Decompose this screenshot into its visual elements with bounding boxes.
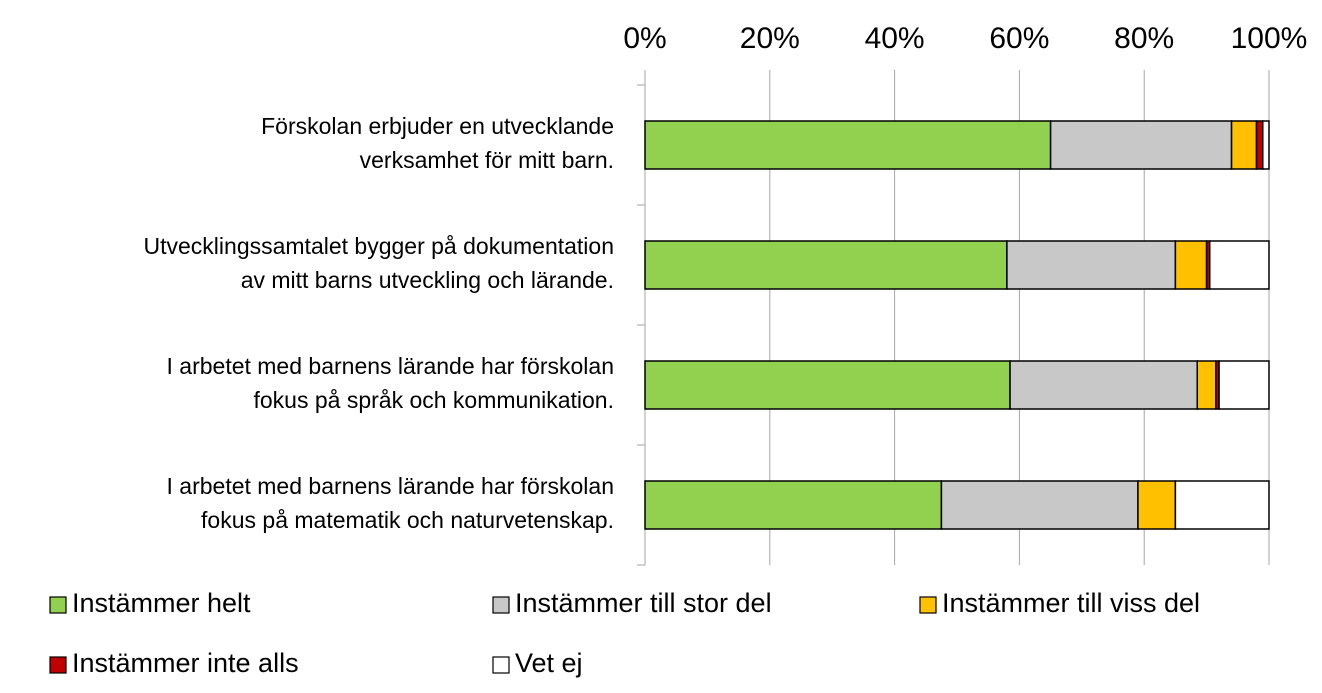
x-tick-label: 0% xyxy=(623,22,666,55)
y-tick-label: I arbetet med barnens lärande har försko… xyxy=(167,473,615,533)
bar-segment xyxy=(644,480,943,530)
bar-segment xyxy=(1006,240,1177,290)
bar-segment xyxy=(644,360,1011,410)
bar-segment xyxy=(1208,240,1270,290)
legend-label: Instämmer till viss del xyxy=(942,588,1200,618)
legend-label: Instämmer till stor del xyxy=(515,588,772,618)
x-tick-label: 60% xyxy=(989,22,1049,55)
legend-label: Vet ej xyxy=(515,648,583,678)
bar-segment xyxy=(644,120,1052,170)
legend-label: Instämmer inte alls xyxy=(72,648,299,678)
y-tick-label: Utvecklingssamtalet bygger på dokumentat… xyxy=(144,233,614,293)
y-tick-label: Förskolan erbjuder en utvecklande verksam… xyxy=(261,113,614,173)
legend-label: Instämmer helt xyxy=(72,588,251,618)
bar-segment xyxy=(1230,120,1258,170)
x-tick-label: 80% xyxy=(1114,22,1174,55)
x-tick-label: 100% xyxy=(1231,22,1308,55)
bar-segment xyxy=(644,240,1008,290)
bar-segment xyxy=(1174,240,1208,290)
bar-segment xyxy=(1049,120,1233,170)
bar-segment xyxy=(1196,360,1217,410)
legend-swatch xyxy=(49,656,67,674)
bar-segment xyxy=(940,480,1139,530)
legend-swatch xyxy=(49,596,67,614)
x-tick-label: 40% xyxy=(865,22,925,55)
bar-segment xyxy=(1262,120,1270,170)
bar-segment xyxy=(1218,360,1270,410)
legend-swatch xyxy=(919,596,937,614)
bar-segment xyxy=(1137,480,1177,530)
x-tick-label: 20% xyxy=(740,22,800,55)
legend-swatch xyxy=(492,596,510,614)
y-tick-label: I arbetet med barnens lärande har försko… xyxy=(167,353,615,413)
bar-segment xyxy=(1255,120,1264,170)
bar-segment xyxy=(1174,480,1270,530)
legend-swatch xyxy=(492,656,510,674)
bar-segment xyxy=(1009,360,1198,410)
